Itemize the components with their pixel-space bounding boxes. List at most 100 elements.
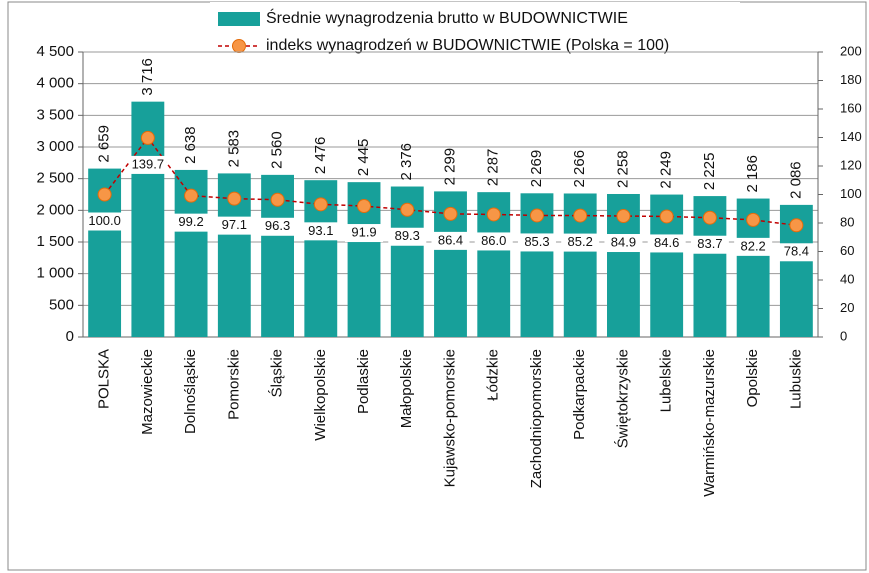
data-label-bg bbox=[561, 233, 600, 252]
line-value-label: 139.7 bbox=[132, 156, 165, 171]
line-value-label: 86.0 bbox=[481, 233, 506, 248]
line-marker bbox=[573, 208, 588, 223]
line-value-label: 84.9 bbox=[611, 234, 636, 249]
x-tick-label: Opolskie bbox=[744, 349, 761, 407]
line-marker bbox=[659, 209, 674, 224]
bar-value-label: 2 476 bbox=[312, 137, 329, 175]
bar-value-label: 2 583 bbox=[225, 130, 242, 168]
line-value-label: 86.4 bbox=[438, 232, 463, 247]
line-value-label: 78.4 bbox=[784, 244, 809, 259]
line-value-label: 89.3 bbox=[395, 228, 420, 243]
y2-tick-label: 40 bbox=[840, 271, 854, 286]
legend-label: Średnie wynagrodzenia brutto w BUDOWNICT… bbox=[266, 8, 628, 27]
bar-value-label: 2 638 bbox=[182, 126, 199, 164]
bar-value-label: 2 560 bbox=[269, 131, 286, 169]
line-value-label: 99.2 bbox=[178, 214, 203, 229]
line-marker bbox=[227, 191, 242, 206]
legend: Średnie wynagrodzenia brutto w BUDOWNICT… bbox=[210, 2, 740, 72]
data-label-bg bbox=[128, 155, 167, 174]
y2-tick-label: 60 bbox=[840, 243, 854, 258]
line-marker bbox=[789, 218, 804, 233]
line-value-label: 97.1 bbox=[222, 217, 247, 232]
bar-value-label: 2 376 bbox=[398, 143, 415, 181]
line-marker bbox=[184, 188, 199, 203]
bar-value-label: 2 258 bbox=[614, 150, 631, 188]
line-value-label: 85.3 bbox=[524, 234, 549, 249]
bar-value-label: 2 249 bbox=[658, 151, 675, 189]
x-tick-label: Łódzkie bbox=[485, 349, 502, 401]
data-label-bg bbox=[604, 234, 643, 253]
x-tick-label: Małopolskie bbox=[398, 349, 415, 428]
data-label-bg bbox=[474, 232, 513, 251]
bar-value-label: 3 716 bbox=[139, 58, 156, 96]
line-marker bbox=[357, 199, 372, 214]
y-tick-label: 1 500 bbox=[36, 233, 74, 250]
data-label-bg bbox=[517, 233, 556, 252]
y2-tick-label: 20 bbox=[840, 300, 854, 315]
y-tick-label: 2 000 bbox=[36, 201, 74, 218]
line-marker bbox=[746, 212, 761, 227]
line-value-label: 83.7 bbox=[697, 236, 722, 251]
legend-label: indeks wynagrodzeń w BUDOWNICTWIE (Polsk… bbox=[266, 37, 669, 54]
y-tick-label: 4 500 bbox=[36, 43, 74, 60]
y2-tick-label: 120 bbox=[840, 157, 862, 172]
data-label-bg bbox=[690, 235, 729, 254]
x-tick-label: Pomorskie bbox=[225, 349, 242, 420]
line-marker bbox=[529, 208, 544, 223]
x-tick-label: Mazowieckie bbox=[139, 349, 156, 435]
data-label-bg bbox=[215, 216, 254, 235]
x-tick-label: Warmińsko-mazurskie bbox=[701, 349, 718, 497]
y-tick-label: 2 500 bbox=[36, 170, 74, 187]
x-tick-label: Lubuskie bbox=[787, 349, 804, 409]
bar-value-label: 2 659 bbox=[96, 125, 113, 163]
data-label-bg bbox=[734, 237, 773, 256]
line-marker bbox=[486, 207, 501, 222]
line-marker bbox=[702, 210, 717, 225]
y-tick-label: 1 000 bbox=[36, 265, 74, 282]
y2-tick-label: 200 bbox=[840, 43, 862, 58]
x-tick-label: Zachodniopomorskie bbox=[528, 349, 545, 488]
line-marker bbox=[270, 192, 285, 207]
y2-tick-label: 140 bbox=[840, 129, 862, 144]
y2-tick-label: 80 bbox=[840, 214, 854, 229]
y2-tick-label: 100 bbox=[840, 186, 862, 201]
legend-swatch bbox=[218, 12, 260, 26]
legend-box bbox=[210, 2, 740, 72]
line-marker bbox=[140, 130, 155, 145]
y-tick-label: 500 bbox=[49, 296, 74, 313]
y-tick-label: 0 bbox=[66, 328, 74, 345]
line-value-label: 84.6 bbox=[654, 235, 679, 250]
bar-value-label: 2 225 bbox=[701, 153, 718, 191]
y2-tick-label: 160 bbox=[840, 100, 862, 115]
y-tick-label: 3 000 bbox=[36, 138, 74, 155]
line-marker bbox=[97, 187, 112, 202]
bar-value-label: 2 445 bbox=[355, 139, 372, 177]
line-value-label: 100.0 bbox=[88, 213, 121, 228]
line-value-label: 91.9 bbox=[351, 224, 376, 239]
x-tick-label: Wielkopolskie bbox=[312, 349, 329, 441]
x-tick-label: Kujawsko-pomorskie bbox=[441, 349, 458, 487]
bar-value-label: 2 186 bbox=[744, 155, 761, 193]
x-tick-label: Śląskie bbox=[268, 349, 286, 397]
y2-tick-label: 0 bbox=[840, 328, 847, 343]
data-label-bg bbox=[647, 234, 686, 253]
x-tick-label: Podlaskie bbox=[355, 349, 372, 414]
y-tick-label: 4 000 bbox=[36, 75, 74, 92]
line-marker bbox=[616, 209, 631, 224]
data-label-bg bbox=[345, 224, 384, 243]
x-tick-label: Podkarpackie bbox=[571, 349, 588, 440]
data-label-bg bbox=[301, 222, 340, 241]
data-label-bg bbox=[388, 227, 427, 246]
bar-value-label: 2 266 bbox=[571, 150, 588, 188]
line-value-label: 82.2 bbox=[740, 238, 765, 253]
line-value-label: 85.2 bbox=[568, 234, 593, 249]
bar-value-label: 2 287 bbox=[485, 149, 502, 187]
line-value-label: 96.3 bbox=[265, 218, 290, 233]
line-marker bbox=[313, 197, 328, 212]
bar-value-label: 2 269 bbox=[528, 150, 545, 188]
y2-tick-label: 180 bbox=[840, 72, 862, 87]
data-label-bg bbox=[172, 213, 211, 232]
data-label-bg bbox=[431, 231, 470, 250]
data-label-bg bbox=[777, 243, 816, 262]
